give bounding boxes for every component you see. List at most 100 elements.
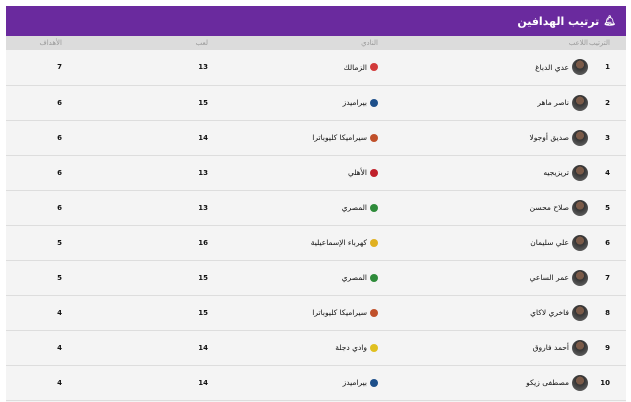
goals: 6 <box>6 120 90 156</box>
card-title: ترتيب الهدافين <box>517 14 600 28</box>
played: 13 <box>90 190 208 226</box>
club-name: الأهلي <box>347 168 367 177</box>
player-avatar <box>572 164 588 181</box>
goals: 5 <box>6 260 90 296</box>
club-logo-icon <box>370 343 378 352</box>
rank: 7 <box>588 260 626 296</box>
table-row[interactable]: 1 عدي الدباغ الزمالك 13 7 <box>6 50 626 86</box>
player-name: أحمد فاروق <box>532 343 569 352</box>
goals: 4 <box>6 330 90 366</box>
rank: 1 <box>588 50 626 86</box>
goals: 4 <box>6 295 90 331</box>
player-avatar <box>572 374 588 391</box>
goals: 4 <box>6 365 90 401</box>
table-row[interactable]: 5 صلاح محسن المصري 13 6 <box>6 190 626 226</box>
table-row[interactable]: 6 علي سليمان كهرباء الإسماعيلية 16 5 <box>6 225 626 261</box>
player-name: عدي الدباغ <box>535 62 569 72</box>
club-logo-icon <box>370 203 378 212</box>
player-link[interactable]: صديق أوجولا <box>378 129 588 146</box>
player-avatar <box>572 234 588 251</box>
rank: 8 <box>588 295 626 331</box>
goals: 6 <box>6 85 90 121</box>
club-link[interactable]: الأهلي <box>208 168 378 177</box>
club-name: المصري <box>341 273 367 282</box>
player-name: فاخري لاكاي <box>530 308 569 317</box>
club-link[interactable]: الزمالك <box>208 63 378 72</box>
club-name: بيراميدز <box>342 98 367 107</box>
player-avatar <box>572 129 588 146</box>
table-row[interactable]: 7 عمر الساعي المصري 15 5 <box>6 260 626 296</box>
rank: 5 <box>588 190 626 226</box>
club-logo-icon <box>370 63 378 72</box>
rank: 6 <box>588 225 626 261</box>
player-link[interactable]: أحمد فاروق <box>378 339 588 356</box>
rank: 2 <box>588 85 626 121</box>
club-name: سيراميكا كليوباترا <box>312 133 367 142</box>
played: 13 <box>90 50 208 86</box>
table-row[interactable]: 10 مصطفى زيكو بيراميدز 14 4 <box>6 365 626 401</box>
club-logo-icon <box>370 378 378 387</box>
card-header: 🔔︎ ترتيب الهدافين <box>6 6 626 36</box>
player-link[interactable]: تريزيجيه <box>378 164 588 181</box>
player-avatar <box>572 59 588 76</box>
player-name: صديق أوجولا <box>529 133 569 142</box>
rank: 9 <box>588 330 626 366</box>
scorers-table: الترتيب اللاعب النادي لعب الأهداف 1 عدي … <box>6 36 626 401</box>
player-avatar <box>572 304 588 321</box>
table-row[interactable]: 4 تريزيجيه الأهلي 13 6 <box>6 155 626 191</box>
club-name: سيراميكا كليوباترا <box>312 308 367 317</box>
club-name: المصري <box>341 203 367 212</box>
col-club: النادي <box>208 36 378 50</box>
played: 15 <box>90 295 208 331</box>
club-link[interactable]: كهرباء الإسماعيلية <box>208 238 378 247</box>
goals: 5 <box>6 225 90 261</box>
club-name: كهرباء الإسماعيلية <box>310 238 367 247</box>
player-avatar <box>572 269 588 286</box>
table-row[interactable]: 8 فاخري لاكاي سيراميكا كليوباترا 15 4 <box>6 295 626 331</box>
top-scorers-card: 🔔︎ ترتيب الهدافين الترتيب اللاعب النادي … <box>6 6 626 402</box>
player-name: عمر الساعي <box>529 273 569 282</box>
col-rank: الترتيب <box>588 36 626 50</box>
player-link[interactable]: مصطفى زيكو <box>378 374 588 391</box>
player-name: صلاح محسن <box>529 203 569 212</box>
award-icon: 🔔︎ <box>603 15 616 27</box>
player-name: علي سليمان <box>530 238 569 247</box>
player-avatar <box>572 339 588 356</box>
col-played: لعب <box>90 36 208 50</box>
player-link[interactable]: صلاح محسن <box>378 199 588 216</box>
club-link[interactable]: وادي دجلة <box>208 343 378 352</box>
player-link[interactable]: علي سليمان <box>378 234 588 251</box>
played: 15 <box>90 85 208 121</box>
club-logo-icon <box>370 133 378 142</box>
player-link[interactable]: عمر الساعي <box>378 269 588 286</box>
played: 15 <box>90 260 208 296</box>
player-link[interactable]: فاخري لاكاي <box>378 304 588 321</box>
rank: 10 <box>588 365 626 401</box>
club-link[interactable]: المصري <box>208 203 378 212</box>
goals: 7 <box>6 50 90 86</box>
rank: 4 <box>588 155 626 191</box>
club-link[interactable]: بيراميدز <box>208 378 378 387</box>
player-name: مصطفى زيكو <box>526 378 569 387</box>
player-link[interactable]: عدي الدباغ <box>378 59 588 76</box>
player-link[interactable]: ناصر ماهر <box>378 94 588 111</box>
club-logo-icon <box>370 98 378 107</box>
rank: 3 <box>588 120 626 156</box>
club-logo-icon <box>370 273 378 282</box>
club-logo-icon <box>370 238 378 247</box>
club-link[interactable]: سيراميكا كليوباترا <box>208 308 378 317</box>
played: 13 <box>90 155 208 191</box>
club-link[interactable]: سيراميكا كليوباترا <box>208 133 378 142</box>
col-goals: الأهداف <box>6 36 90 50</box>
table-row[interactable]: 9 أحمد فاروق وادي دجلة 14 4 <box>6 330 626 366</box>
club-name: وادي دجلة <box>335 343 367 352</box>
club-link[interactable]: بيراميدز <box>208 98 378 107</box>
table-row[interactable]: 3 صديق أوجولا سيراميكا كليوباترا 14 6 <box>6 120 626 156</box>
club-name: الزمالك <box>343 62 367 72</box>
club-logo-icon <box>370 168 378 177</box>
player-name: تريزيجيه <box>543 168 569 177</box>
table-row[interactable]: 2 ناصر ماهر بيراميدز 15 6 <box>6 85 626 121</box>
played: 14 <box>90 330 208 366</box>
club-link[interactable]: المصري <box>208 273 378 282</box>
goals: 6 <box>6 155 90 191</box>
